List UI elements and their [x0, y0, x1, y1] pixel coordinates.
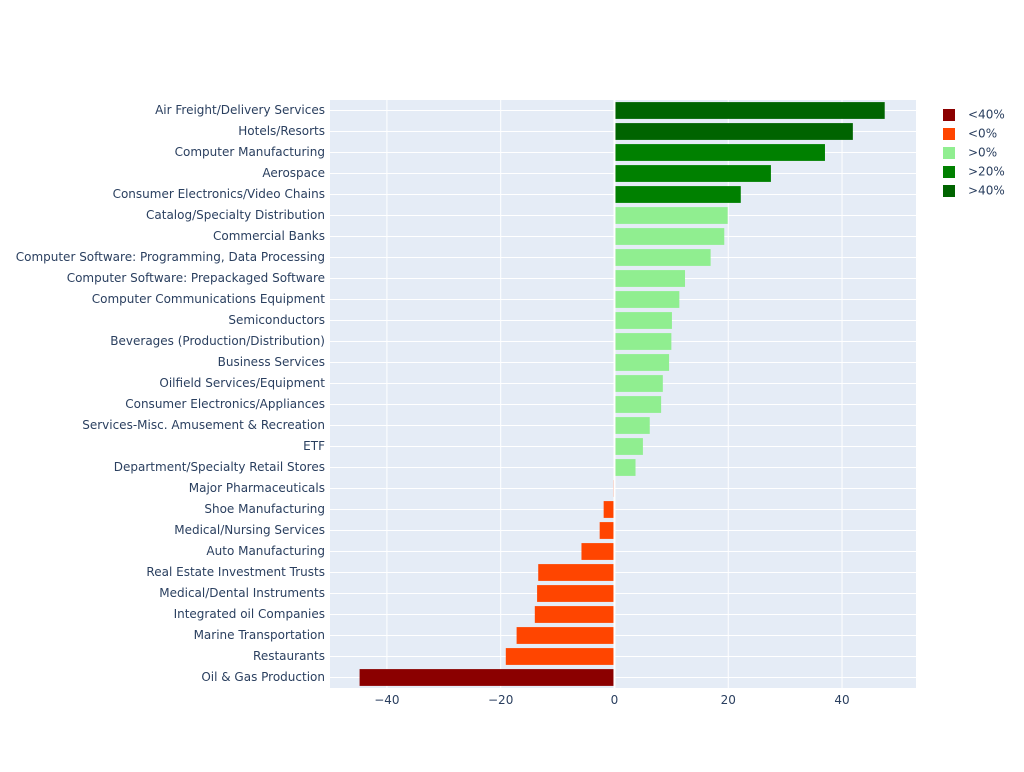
category-label: Integrated oil Companies	[174, 607, 325, 621]
legend-swatch	[943, 185, 955, 197]
bars	[359, 102, 885, 686]
legend-item[interactable]: >0%	[943, 146, 997, 160]
bar[interactable]	[581, 543, 615, 560]
legend-label: >40%	[968, 184, 1005, 198]
legend-swatch	[943, 166, 955, 178]
category-label: Catalog/Specialty Distribution	[146, 208, 325, 222]
category-label: Computer Manufacturing	[175, 145, 325, 159]
category-label: ETF	[303, 439, 325, 453]
legend-item[interactable]: <40%	[943, 108, 1005, 122]
category-label: Beverages (Production/Distribution)	[110, 334, 325, 348]
legend-swatch	[943, 128, 955, 140]
bar[interactable]	[599, 522, 615, 539]
legend-item[interactable]: >20%	[943, 165, 1005, 179]
bar[interactable]	[614, 228, 725, 245]
category-label: Computer Software: Programming, Data Pro…	[16, 250, 325, 264]
category-label: Oil & Gas Production	[201, 670, 325, 684]
bar[interactable]	[614, 165, 771, 182]
bar[interactable]	[614, 186, 741, 203]
bar[interactable]	[614, 291, 680, 308]
bar[interactable]	[614, 312, 672, 329]
x-tick-label: 20	[721, 693, 736, 707]
bar[interactable]	[359, 669, 615, 686]
legend-swatch	[943, 147, 955, 159]
x-axis-ticks: −40 −20 0 20 40	[374, 693, 849, 707]
bar[interactable]	[505, 648, 615, 665]
bar[interactable]	[614, 123, 853, 140]
bar[interactable]	[537, 585, 615, 602]
category-labels: Air Freight/Delivery Services Hotels/Reso…	[16, 103, 326, 684]
category-label: Medical/Dental Instruments	[159, 586, 325, 600]
legend-label: <0%	[968, 127, 997, 141]
legend-item[interactable]: >40%	[943, 184, 1005, 198]
category-label: Business Services	[218, 355, 325, 369]
category-label: Consumer Electronics/Appliances	[125, 397, 325, 411]
bar[interactable]	[614, 249, 711, 266]
category-label: Restaurants	[253, 649, 325, 663]
x-tick-label: −20	[488, 693, 513, 707]
bar[interactable]	[614, 333, 672, 350]
category-label: Aerospace	[262, 166, 325, 180]
bar[interactable]	[614, 396, 662, 413]
category-label: Commercial Banks	[213, 229, 325, 243]
category-label: Computer Communications Equipment	[92, 292, 326, 306]
category-label: Semiconductors	[228, 313, 325, 327]
category-label: Medical/Nursing Services	[174, 523, 325, 537]
bar[interactable]	[538, 564, 615, 581]
bar[interactable]	[614, 102, 885, 119]
bar[interactable]	[614, 417, 650, 434]
category-label: Oilfield Services/Equipment	[159, 376, 325, 390]
x-tick-label: 0	[611, 693, 619, 707]
x-tick-label: −40	[374, 693, 399, 707]
bar[interactable]	[614, 270, 686, 287]
category-label: Air Freight/Delivery Services	[155, 103, 325, 117]
bar[interactable]	[614, 144, 825, 161]
bar[interactable]	[534, 606, 615, 623]
legend-label: >0%	[968, 146, 997, 160]
category-label: Hotels/Resorts	[238, 124, 325, 138]
category-label: Marine Transportation	[194, 628, 325, 642]
bar[interactable]	[614, 459, 636, 476]
category-label: Services-Misc. Amusement & Recreation	[82, 418, 325, 432]
category-label: Real Estate Investment Trusts	[146, 565, 325, 579]
legend-swatch	[943, 109, 955, 121]
category-label: Computer Software: Prepackaged Software	[67, 271, 325, 285]
legend-label: >20%	[968, 165, 1005, 179]
category-label: Department/Specialty Retail Stores	[114, 460, 325, 474]
legend-item[interactable]: <0%	[943, 127, 997, 141]
bar[interactable]	[614, 438, 643, 455]
category-label: Consumer Electronics/Video Chains	[113, 187, 325, 201]
category-label: Major Pharmaceuticals	[189, 481, 325, 495]
category-label: Shoe Manufacturing	[204, 502, 325, 516]
bar[interactable]	[614, 207, 728, 224]
bar[interactable]	[614, 354, 670, 371]
bar[interactable]	[516, 627, 615, 644]
x-tick-label: 40	[834, 693, 849, 707]
category-label: Auto Manufacturing	[206, 544, 325, 558]
legend[interactable]: <40% <0% >0% >20% >40%	[943, 108, 1005, 198]
legend-label: <40%	[968, 108, 1005, 122]
bar[interactable]	[614, 375, 663, 392]
bar[interactable]	[603, 501, 615, 518]
